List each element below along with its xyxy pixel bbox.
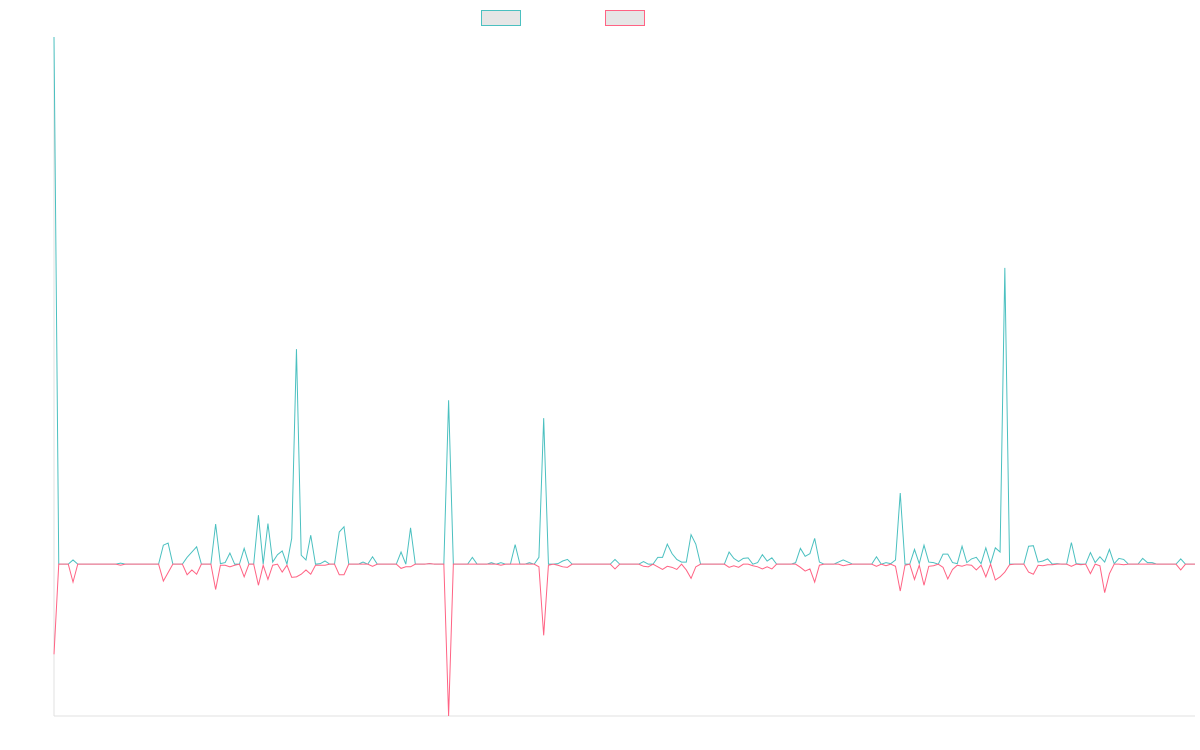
legend-swatch-1[interactable] [481, 10, 521, 26]
legend-swatch-2[interactable] [605, 10, 645, 26]
series-group [53, 36, 1195, 717]
series-line-2 [53, 562, 1195, 717]
legend [481, 10, 645, 26]
series-line-1 [53, 36, 1195, 567]
